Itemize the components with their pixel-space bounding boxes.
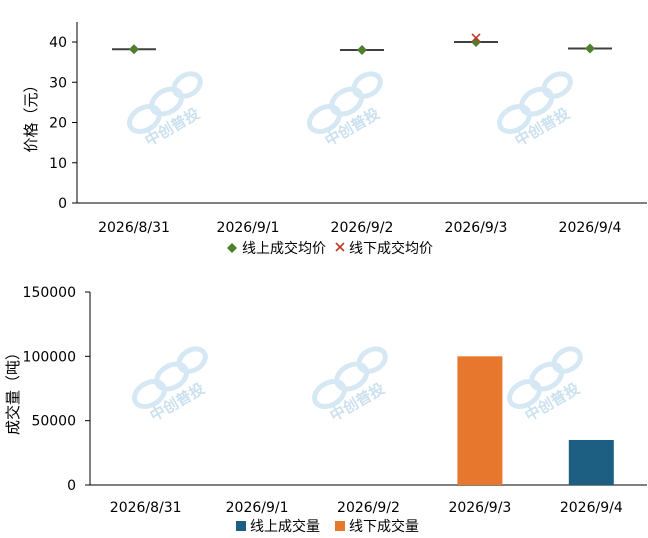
price-x-tick-label: 2026/8/31	[98, 220, 170, 236]
price-marks	[112, 33, 612, 56]
online-price-point	[357, 45, 367, 56]
offline-volume-bar	[457, 356, 503, 485]
watermark-logo: 中创普投	[312, 346, 388, 425]
legend-offline-price-marker	[335, 242, 345, 252]
price-legend: 线上成交均价 线下成交均价	[227, 240, 433, 257]
price-y-tick-label: 40	[49, 35, 67, 51]
volume-x-tick-label: 2026/8/31	[110, 500, 182, 516]
volume-legend: 线上成交量 线下成交量	[236, 518, 419, 535]
legend-online-price-label: 线上成交均价	[242, 240, 326, 257]
price-y-tick-label: 0	[58, 196, 67, 212]
price-x-tick-label: 2026/9/3	[445, 220, 508, 236]
legend-online-price-marker	[227, 243, 237, 253]
legend-offline-price-label: 线下成交均价	[349, 240, 433, 257]
legend-online-volume-swatch	[236, 521, 246, 531]
volume-x-tick-label: 2026/9/4	[560, 500, 623, 516]
volume-x-tick-label: 2026/9/1	[226, 500, 289, 516]
volume-y-tick-label: 100000	[23, 349, 76, 365]
legend-offline-volume-swatch	[335, 521, 345, 531]
watermark-logo: 中创普投	[497, 71, 573, 150]
online-price-point	[585, 43, 595, 54]
volume-y-tick-label: 150000	[23, 285, 76, 301]
price-x-tick-label: 2026/9/2	[331, 220, 394, 236]
online-volume-bar	[568, 439, 614, 485]
price-y-tick-label: 10	[49, 156, 67, 172]
price-y-tick-label: 20	[49, 116, 67, 132]
price-y-axis-label: 价格（元）	[22, 77, 40, 152]
price-x-ticks: 2026/8/31 2026/9/1 2026/9/2 2026/9/3 2026/9/…	[98, 220, 621, 236]
volume-y-tick-label: 50000	[31, 414, 76, 430]
watermark-logo: 中创普投	[132, 346, 208, 425]
volume-x-tick-label: 2026/9/3	[448, 500, 511, 516]
online-price-point	[129, 44, 139, 55]
watermark-logo: 中创普投	[127, 71, 203, 150]
volume-x-tick-label: 2026/9/2	[337, 500, 400, 516]
legend-online-volume-label: 线上成交量	[250, 518, 320, 535]
volume-y-axis-label: 成交量（吨）	[4, 345, 22, 435]
watermark-logo: 中创普投	[307, 71, 383, 150]
price-y-tick-label: 30	[49, 75, 67, 91]
legend-offline-volume-label: 线下成交量	[349, 518, 419, 535]
volume-x-ticks: 2026/8/31 2026/9/1 2026/9/2 2026/9/3 2026/9/…	[110, 500, 623, 516]
price-chart: 价格（元） 0 10 20 30 40 2026/8/31 2026/9/1 2026/9/…	[22, 22, 647, 257]
offline-price-point	[471, 33, 481, 43]
volume-y-ticks: 0 50000 100000 150000	[23, 285, 90, 494]
price-y-ticks: 0 10 20 30 40	[49, 35, 77, 212]
price-x-tick-label: 2026/9/1	[217, 220, 280, 236]
price-x-tick-label: 2026/9/4	[559, 220, 622, 236]
watermark-logo: 中创普投	[507, 346, 583, 425]
volume-y-tick-label: 0	[67, 478, 76, 494]
volume-bars	[457, 356, 614, 485]
